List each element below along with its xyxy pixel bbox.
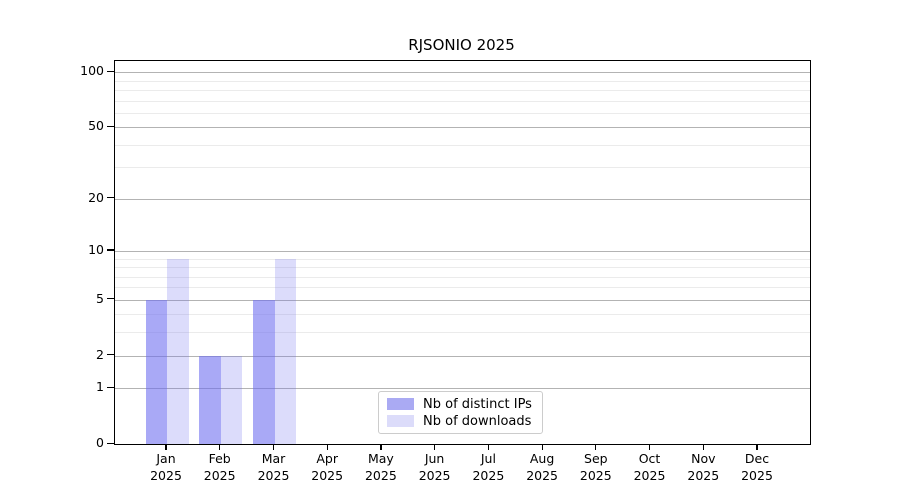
legend-label-distinct-ips: Nb of distinct IPs [423, 396, 532, 412]
bar-feb-series0 [199, 355, 221, 444]
y-tick-label-2: 2 [96, 346, 104, 362]
bar-mar-series0 [253, 299, 275, 444]
bar-feb-series1 [220, 355, 243, 444]
gridline-minor-8 [115, 267, 810, 268]
bar-jan-series1 [167, 258, 189, 444]
y-tick-mark-100 [107, 70, 114, 72]
x-tick-label-feb: Feb 2025 [203, 451, 236, 483]
y-tick-label-20: 20 [88, 189, 104, 205]
legend-swatch-downloads [387, 415, 414, 427]
bar-jan-series0 [145, 299, 167, 444]
x-tick-label-may: May 2025 [364, 451, 397, 483]
legend-swatch-distinct-ips [387, 398, 414, 410]
y-tick-label-10: 10 [88, 241, 104, 257]
gridline-minor-7 [115, 276, 810, 278]
x-tick-label-apr: Apr 2025 [311, 451, 344, 483]
x-tick-label-aug: Aug 2025 [526, 451, 558, 483]
gridline-minor-4 [115, 314, 810, 316]
gridline-minor-6 [115, 287, 810, 289]
legend-row-distinct-ips: Nb of distinct IPs [387, 397, 534, 412]
x-tick-mark-mar [272, 444, 275, 450]
gridline-minor-80 [115, 89, 810, 91]
y-tick-mark-2 [107, 354, 114, 356]
x-tick-mark-feb [219, 444, 221, 450]
x-tick-label-mar: Mar 2025 [257, 451, 290, 483]
legend: Nb of distinct IPs Nb of downloads [378, 391, 543, 434]
gridline-major-1 [115, 388, 810, 390]
gridline-minor-40 [115, 144, 810, 146]
y-tick-mark-5 [107, 298, 114, 300]
y-tick-label-100: 100 [80, 63, 104, 79]
gridline-minor-60 [115, 112, 810, 114]
x-tick-mark-jul [487, 444, 490, 450]
x-tick-mark-aug [541, 444, 543, 450]
x-tick-mark-nov [702, 444, 704, 450]
x-tick-mark-jun [434, 444, 436, 450]
y-tick-mark-50 [107, 125, 114, 127]
x-tick-label-oct: Oct 2025 [633, 451, 666, 483]
gridline-major-100 [115, 72, 810, 74]
legend-label-downloads: Nb of downloads [423, 413, 532, 429]
gridline-major-2 [115, 355, 810, 357]
gridline-minor-9 [115, 258, 810, 260]
y-tick-label-0: 0 [96, 435, 104, 450]
legend-row-downloads: Nb of downloads [387, 414, 534, 429]
y-tick-label-5: 5 [96, 290, 104, 306]
x-tick-mark-dec [756, 444, 758, 450]
x-tick-mark-may [380, 444, 382, 450]
x-tick-mark-apr [326, 444, 328, 450]
x-tick-mark-sep [595, 444, 597, 450]
y-tick-mark-1 [107, 386, 114, 388]
gridline-major-10 [115, 250, 810, 252]
chart-title: RJSONIO 2025 [408, 36, 515, 54]
gridline-major-50 [115, 127, 810, 129]
gridline-minor-30 [115, 167, 810, 169]
plot-area [114, 60, 811, 445]
x-tick-label-sep: Sep 2025 [579, 451, 612, 483]
bar-mar-series1 [274, 258, 296, 444]
x-tick-label-jun: Jun 2025 [418, 451, 451, 483]
gridline-major-20 [115, 198, 810, 200]
x-tick-label-dec: Dec 2025 [741, 451, 773, 483]
gridline-minor-90 [115, 80, 810, 82]
y-tick-mark-20 [107, 197, 114, 199]
x-tick-mark-jan [165, 444, 167, 450]
x-tick-label-jan: Jan 2025 [150, 451, 182, 483]
gridline-major-5 [115, 299, 810, 301]
gridline-minor-3 [115, 332, 810, 334]
x-tick-mark-oct [648, 444, 651, 450]
y-tick-mark-10 [107, 249, 114, 251]
y-tick-mark-0 [107, 442, 114, 444]
y-tick-label-50: 50 [88, 118, 104, 134]
y-tick-label-1: 1 [96, 379, 104, 395]
x-tick-label-jul: Jul 2025 [472, 451, 505, 483]
x-tick-label-nov: Nov 2025 [687, 451, 720, 483]
gridline-minor-70 [115, 100, 810, 102]
